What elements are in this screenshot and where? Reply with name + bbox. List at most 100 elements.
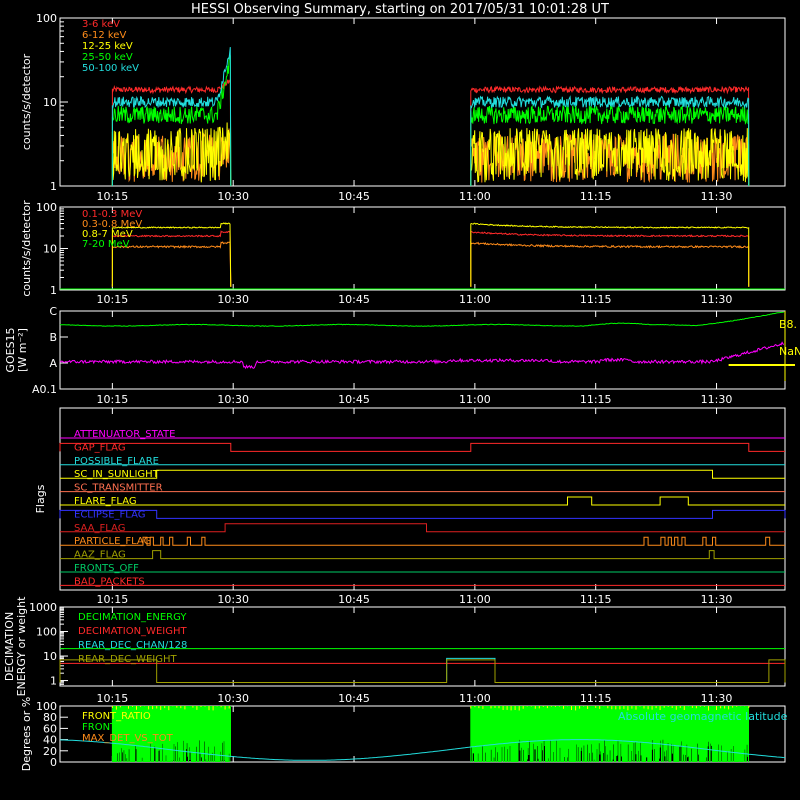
figure-title: HESSI Observing Summary, starting on 201… bbox=[191, 2, 609, 17]
flags-row-label: BAD_PACKETS bbox=[74, 576, 145, 587]
flags-row-label: FLARE_FLAG bbox=[74, 496, 137, 507]
goes-ytick-label: A bbox=[49, 357, 57, 370]
gamma-xtick-label: 11:15 bbox=[580, 293, 612, 306]
decim-xtick-label: 10:45 bbox=[338, 692, 370, 705]
decim-ylabel-sub: ENERGY or weight bbox=[15, 596, 28, 696]
ratio-front-ratio-bars bbox=[470, 706, 749, 762]
flags-row-label: ECLIPSE_FLAG bbox=[74, 509, 145, 520]
hxr-legend-entry: 3-6 keV bbox=[82, 19, 120, 30]
gamma-series-line bbox=[111, 222, 750, 287]
flags-ylabel: Flags bbox=[34, 484, 47, 513]
flags-row-trace bbox=[59, 442, 785, 452]
goes-xtick-label: 11:00 bbox=[459, 393, 491, 406]
goes-xtick-label: 10:15 bbox=[97, 393, 129, 406]
hxr-legend-entry: 12-25 keV bbox=[82, 41, 133, 52]
goes-ylabel: GOES15 bbox=[4, 327, 17, 372]
ratio-legend-entry: MAX_DET_VS_TOT bbox=[82, 733, 174, 744]
hxr-ytick-label: 100 bbox=[36, 12, 57, 25]
goes-right-label: B8. bbox=[779, 318, 797, 331]
decim-xtick-label: 10:15 bbox=[97, 692, 129, 705]
goes-xtick-label: 11:30 bbox=[701, 393, 733, 406]
goes-series-line bbox=[59, 341, 785, 370]
gamma-xtick-label: 10:30 bbox=[217, 293, 249, 306]
gamma-legend-entry: 0.3-0.8 MeV bbox=[82, 219, 142, 230]
flags-row-label: POSSIBLE_FLARE bbox=[74, 456, 159, 467]
ratio-ytick-label: 80 bbox=[43, 711, 57, 724]
flags-row-label: GAP_FLAG bbox=[74, 442, 126, 453]
goes-ytick-label: C bbox=[49, 305, 57, 318]
ratio-plot-frame bbox=[59, 705, 786, 763]
decim-xtick-label: 10:30 bbox=[217, 692, 249, 705]
goes-ytick-label: B bbox=[49, 331, 57, 344]
goes-ylabel-units: [W m⁻²] bbox=[16, 328, 29, 372]
flags-plot-frame bbox=[59, 407, 786, 591]
flags-row-label: SAA_FLAG bbox=[74, 523, 125, 534]
flags-xtick-label: 10:30 bbox=[217, 593, 249, 606]
decim-legend-entry: REAR_DEC_WEIGHT bbox=[78, 654, 177, 665]
gamma-xtick-label: 10:45 bbox=[338, 293, 370, 306]
flags-xtick-label: 11:00 bbox=[459, 593, 491, 606]
gamma-xtick-label: 10:15 bbox=[97, 293, 129, 306]
decim-legend-entry: REAR_DEC_CHAN/128 bbox=[78, 640, 187, 651]
gamma-series-line bbox=[111, 240, 750, 287]
decim-ytick-label: 100 bbox=[36, 626, 57, 639]
gamma-plot-frame bbox=[59, 206, 786, 291]
hxr-ylabel: counts/s/detector bbox=[20, 53, 33, 150]
goes-xtick-label: 10:45 bbox=[338, 393, 370, 406]
decim-legend-entry: DECIMATION_WEIGHT bbox=[78, 626, 187, 637]
flags-row-label: SC_IN_SUNLIGHT bbox=[74, 469, 160, 480]
hxr-legend-entry: 6-12 keV bbox=[82, 30, 126, 41]
goes-ytick-label: A0.1 bbox=[32, 383, 57, 396]
hxr-xtick-label: 11:00 bbox=[459, 190, 491, 203]
gamma-legend-entry: 0.8-7 MeV bbox=[82, 229, 133, 240]
flags-row-label: FRONTS_OFF bbox=[74, 563, 139, 574]
gamma-xtick-label: 11:30 bbox=[701, 293, 733, 306]
ratio-ytick-label: 100 bbox=[36, 700, 57, 713]
ratio-front-ratio-spikes bbox=[111, 706, 230, 711]
decim-xtick-label: 11:00 bbox=[459, 692, 491, 705]
ratio-ylabel: Degrees or % bbox=[20, 697, 33, 771]
gamma-legend-entry: 0.1-0.3 MeV bbox=[82, 209, 142, 220]
ratio-ytick-label: 40 bbox=[43, 734, 57, 747]
decim-series-line bbox=[446, 657, 496, 681]
hxr-xtick-label: 10:30 bbox=[217, 190, 249, 203]
flags-row-label: ATTENUATOR_STATE bbox=[74, 429, 175, 440]
ratio-right-label: Absolute geomagnetic latitude bbox=[618, 710, 788, 723]
decim-legend-entry: DECIMATION_ENERGY bbox=[78, 612, 187, 623]
flags-row-trace bbox=[60, 550, 785, 560]
gamma-ytick-label: 1 bbox=[50, 284, 57, 297]
hxr-series-line bbox=[111, 47, 750, 187]
decim-ytick-label: 1 bbox=[50, 675, 57, 688]
goes-series-line bbox=[59, 311, 784, 327]
flags-row-label: AAZ_FLAG bbox=[74, 550, 126, 561]
decim-xtick-label: 11:30 bbox=[701, 692, 733, 705]
hxr-xtick-label: 10:45 bbox=[338, 190, 370, 203]
ratio-legend-entry: FRONT_RATIO_1225 bbox=[82, 722, 181, 733]
flags-row-label: PARTICLE_FLAG bbox=[74, 536, 151, 547]
hxr-series-line bbox=[111, 55, 750, 187]
hxr-series-line bbox=[111, 122, 750, 187]
ratio-latitude-curve bbox=[59, 739, 786, 761]
flags-row-trace bbox=[60, 536, 785, 546]
flags-xtick-label: 10:45 bbox=[338, 593, 370, 606]
ratio-front-ratio-bars bbox=[111, 706, 231, 762]
flags-row-trace bbox=[60, 523, 785, 533]
gamma-ylabel: counts/s/detector bbox=[20, 200, 33, 297]
flags-row-trace bbox=[59, 509, 786, 519]
gamma-ytick-label: 100 bbox=[36, 201, 57, 214]
goes-xtick-label: 10:30 bbox=[217, 393, 249, 406]
ratio-ytick-label: 0 bbox=[50, 756, 57, 769]
gamma-ytick-label: 10 bbox=[43, 243, 57, 256]
hxr-xtick-label: 10:15 bbox=[97, 190, 129, 203]
ratio-legend-entry: FRONT_RATIO bbox=[82, 711, 151, 722]
flags-row-trace bbox=[60, 496, 785, 506]
hxr-legend-entry: 25-50 keV bbox=[82, 52, 133, 63]
goes-right-label: NaN bbox=[779, 345, 800, 358]
hxr-series-line bbox=[111, 78, 750, 187]
decim-plot-frame bbox=[59, 606, 786, 687]
flags-xtick-label: 11:30 bbox=[701, 593, 733, 606]
ratio-ytick-label: 20 bbox=[43, 745, 57, 758]
flags-xtick-label: 11:15 bbox=[580, 593, 612, 606]
